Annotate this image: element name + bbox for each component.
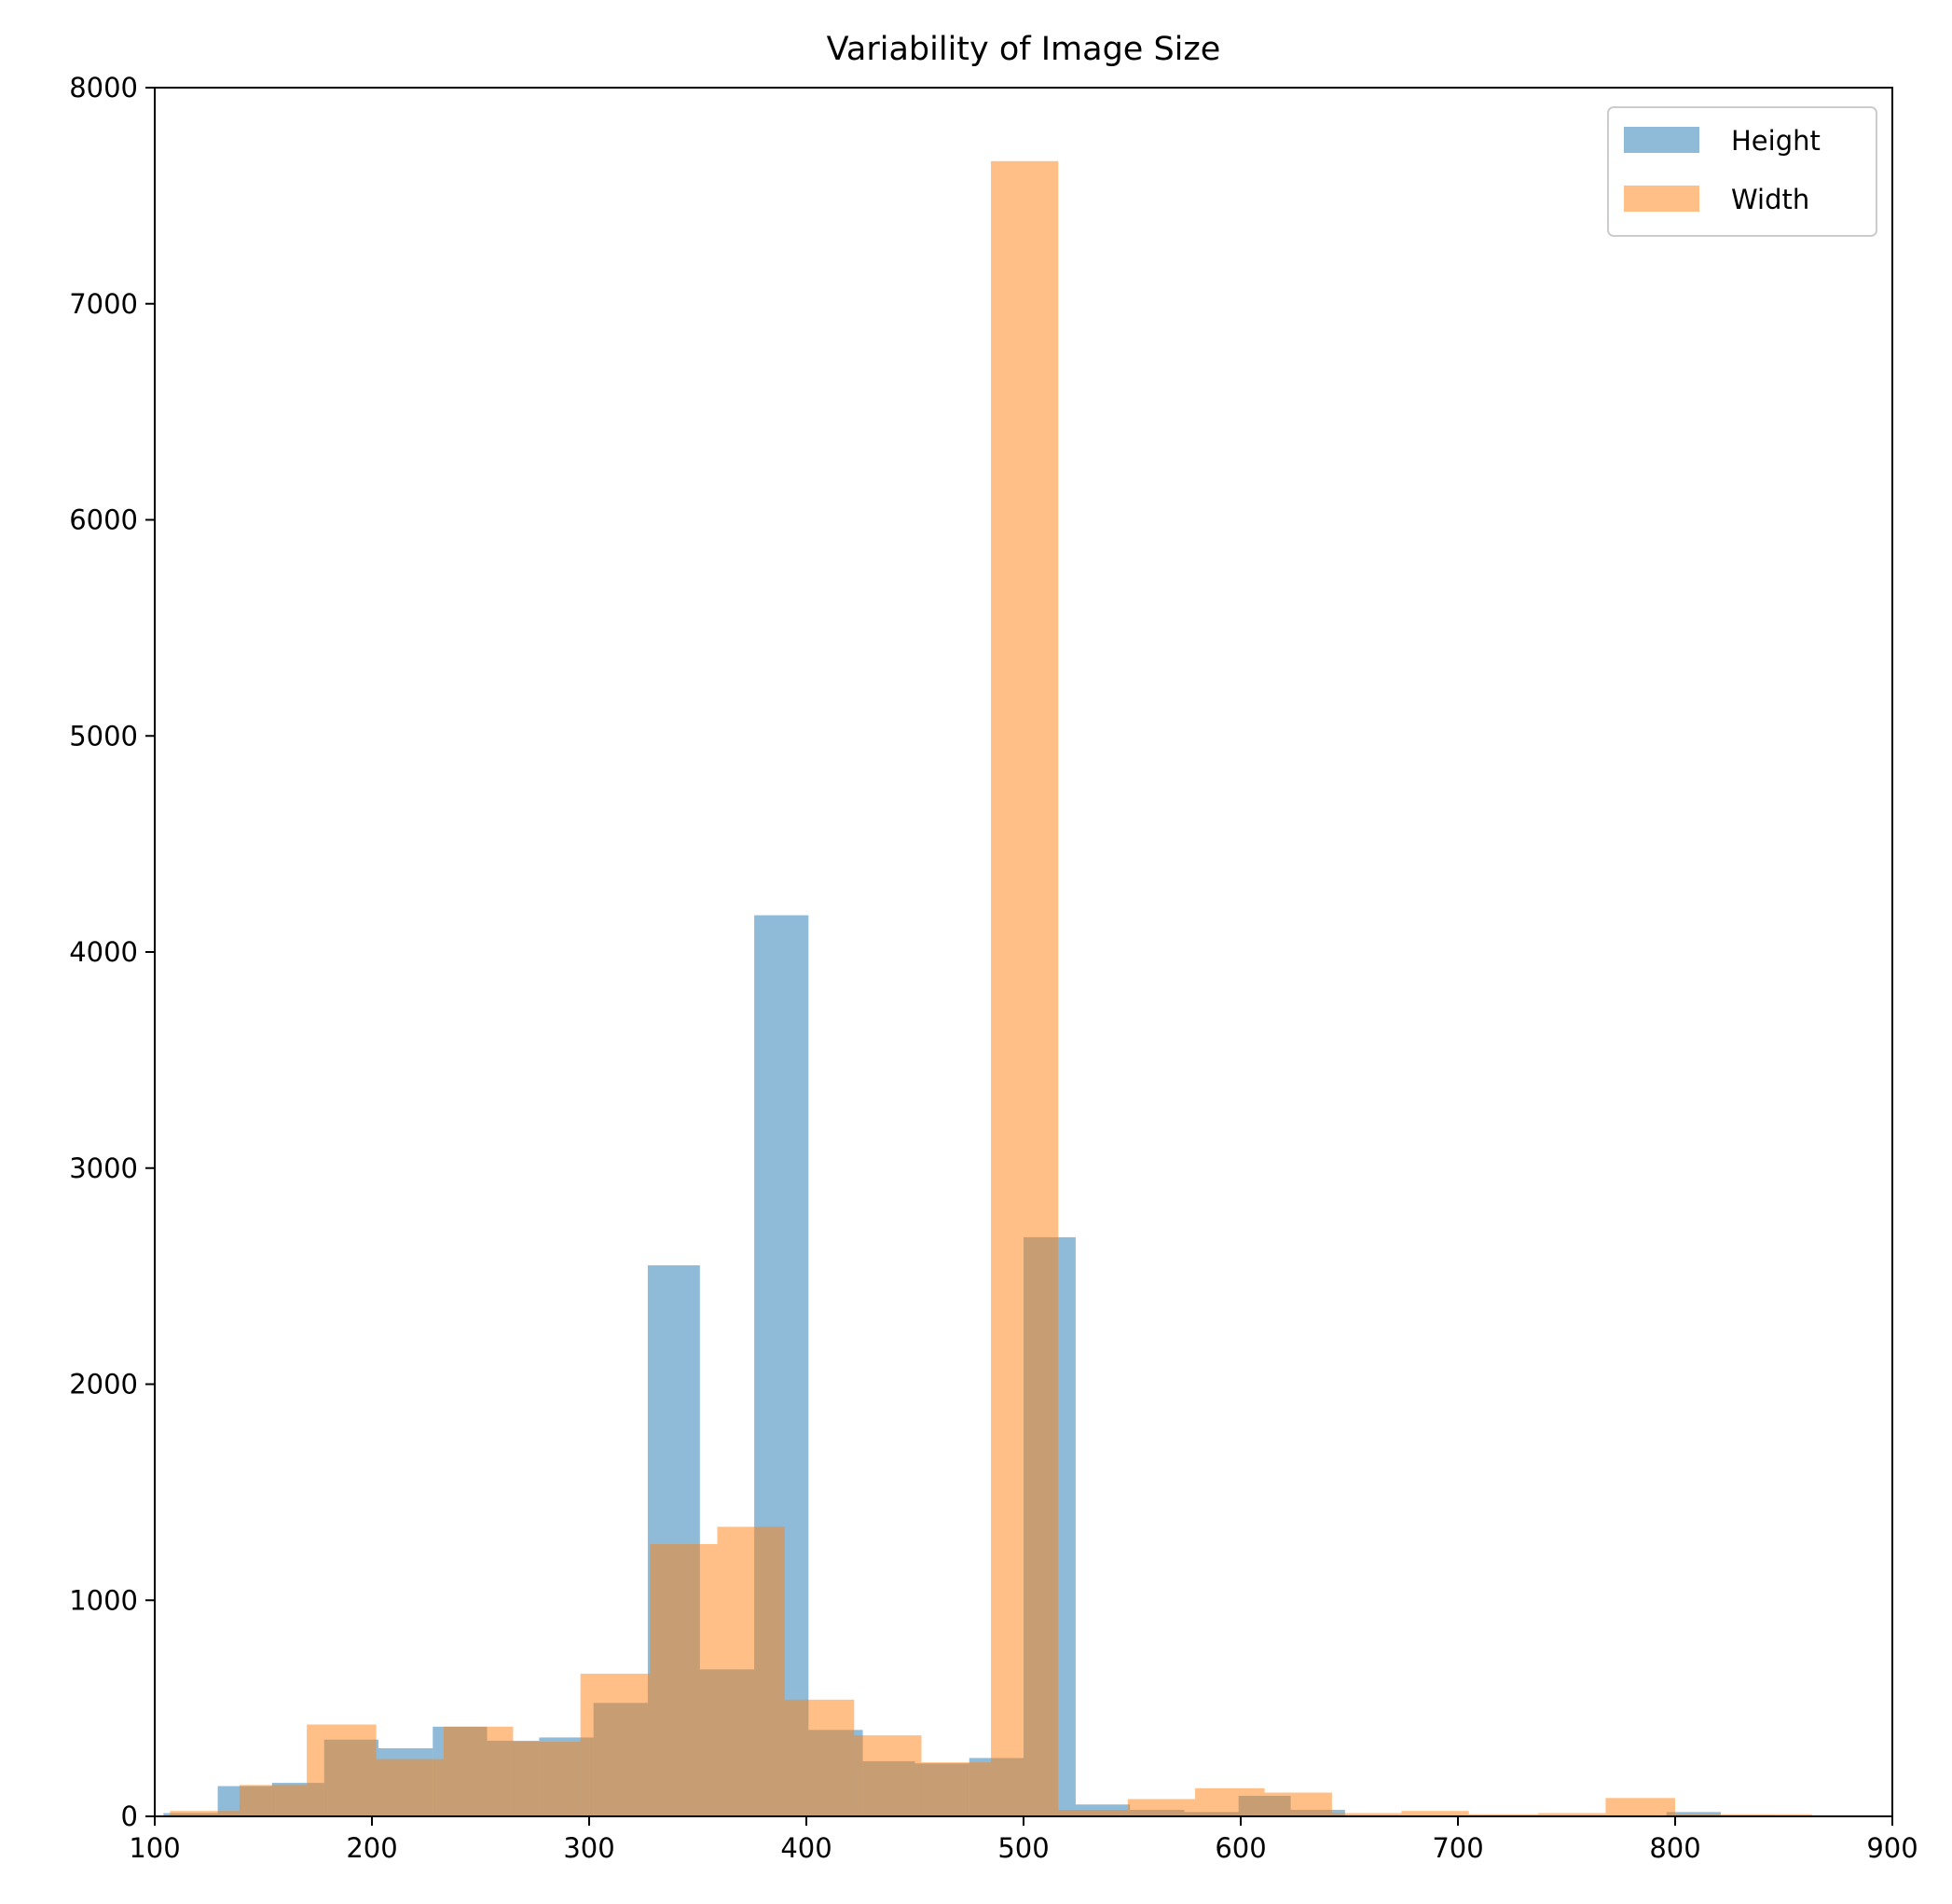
bar-width-4	[443, 1726, 514, 1816]
legend-swatch-width	[1624, 186, 1699, 212]
y-tick-label: 5000	[69, 720, 138, 752]
y-tick-label: 8000	[69, 72, 138, 103]
bar-width-14	[1127, 1799, 1196, 1816]
bar-width-15	[1195, 1787, 1265, 1816]
bar-width-6	[580, 1674, 651, 1816]
x-tick-label: 600	[1215, 1832, 1266, 1864]
bar-width-5	[513, 1742, 581, 1816]
bar-width-20	[1538, 1813, 1606, 1816]
x-tick-label: 400	[780, 1832, 832, 1864]
bar-width-21	[1605, 1798, 1675, 1816]
bar-width-0	[170, 1811, 240, 1816]
bar-width-9	[784, 1699, 855, 1816]
legend: Height Width	[1607, 106, 1877, 237]
bar-width-10	[854, 1735, 922, 1816]
y-tick-label: 4000	[69, 936, 138, 968]
y-tick-label: 7000	[69, 288, 138, 320]
y-tick-label: 3000	[69, 1152, 138, 1184]
bar-width-22	[1675, 1814, 1743, 1816]
x-tick-label: 800	[1649, 1832, 1700, 1864]
series-width	[170, 160, 1812, 1816]
bar-width-17	[1331, 1813, 1402, 1816]
bar-width-23	[1742, 1814, 1812, 1816]
bar-width-11	[921, 1762, 992, 1816]
legend-swatch-height	[1624, 127, 1699, 153]
bars-layer	[163, 160, 1812, 1816]
bar-width-1	[239, 1785, 308, 1816]
bar-width-16	[1264, 1792, 1332, 1816]
x-tick-label: 200	[346, 1832, 397, 1864]
y-tick-label: 1000	[69, 1584, 138, 1616]
y-tick-label: 2000	[69, 1369, 138, 1400]
x-tick-label: 100	[129, 1832, 180, 1864]
bar-width-13	[1058, 1810, 1128, 1816]
bar-width-12	[991, 160, 1059, 1816]
axes-layer: 100 200 300 400 500 600 700 800 900 0 1000 2000 3000…	[69, 72, 1918, 1864]
bar-width-18	[1401, 1811, 1469, 1816]
y-tick-label: 0	[121, 1801, 138, 1832]
y-tick-label: 6000	[69, 504, 138, 536]
x-tick-label: 700	[1432, 1832, 1483, 1864]
bar-width-8	[717, 1526, 785, 1816]
bar-width-7	[650, 1543, 718, 1816]
x-tick-label: 500	[997, 1832, 1049, 1864]
legend-label-height: Height	[1731, 125, 1821, 157]
bar-width-2	[307, 1724, 377, 1816]
x-tick-label: 900	[1866, 1832, 1918, 1864]
x-tick-label: 300	[563, 1832, 614, 1864]
bar-width-3	[376, 1759, 444, 1816]
chart-title: Variability of Image Size	[827, 31, 1221, 68]
legend-label-width: Width	[1731, 184, 1809, 215]
bar-width-19	[1468, 1814, 1539, 1816]
